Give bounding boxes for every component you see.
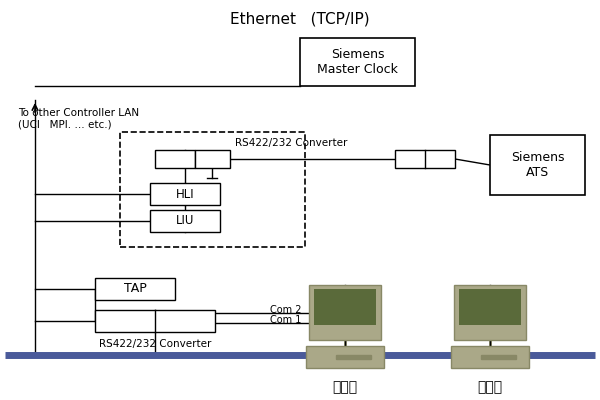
Bar bbox=[309, 285, 381, 340]
Bar bbox=[195, 150, 230, 168]
Bar bbox=[300, 38, 415, 86]
Bar bbox=[306, 346, 384, 368]
Bar bbox=[314, 289, 376, 325]
Bar bbox=[454, 285, 526, 340]
Bar bbox=[490, 135, 585, 195]
Bar bbox=[155, 150, 195, 168]
Bar bbox=[150, 210, 220, 232]
Text: Com 2: Com 2 bbox=[270, 305, 302, 315]
Bar bbox=[95, 278, 175, 300]
Text: RS422/232 Converter: RS422/232 Converter bbox=[235, 138, 347, 148]
Text: To other Controller LAN
(UCI   MPI. … etc.): To other Controller LAN (UCI MPI. … etc.… bbox=[18, 108, 139, 130]
Text: LIU: LIU bbox=[176, 214, 194, 228]
Bar bbox=[451, 346, 529, 368]
Text: Ethernet   (TCP/IP): Ethernet (TCP/IP) bbox=[230, 12, 370, 27]
Text: HLI: HLI bbox=[176, 188, 194, 200]
Bar bbox=[120, 132, 305, 247]
Text: 工作站: 工作站 bbox=[332, 380, 358, 394]
Text: RS422/232 Converter: RS422/232 Converter bbox=[99, 339, 211, 349]
Bar bbox=[95, 310, 215, 332]
Bar bbox=[150, 183, 220, 205]
Text: TAP: TAP bbox=[124, 282, 146, 296]
Bar bbox=[481, 355, 516, 359]
Text: 备份站: 备份站 bbox=[478, 380, 503, 394]
Text: Siemens
Master Clock: Siemens Master Clock bbox=[317, 48, 398, 76]
Bar bbox=[459, 289, 521, 325]
Bar bbox=[336, 355, 371, 359]
Bar bbox=[395, 150, 455, 168]
Text: Siemens
ATS: Siemens ATS bbox=[511, 151, 564, 179]
Text: Com 1: Com 1 bbox=[270, 315, 301, 325]
